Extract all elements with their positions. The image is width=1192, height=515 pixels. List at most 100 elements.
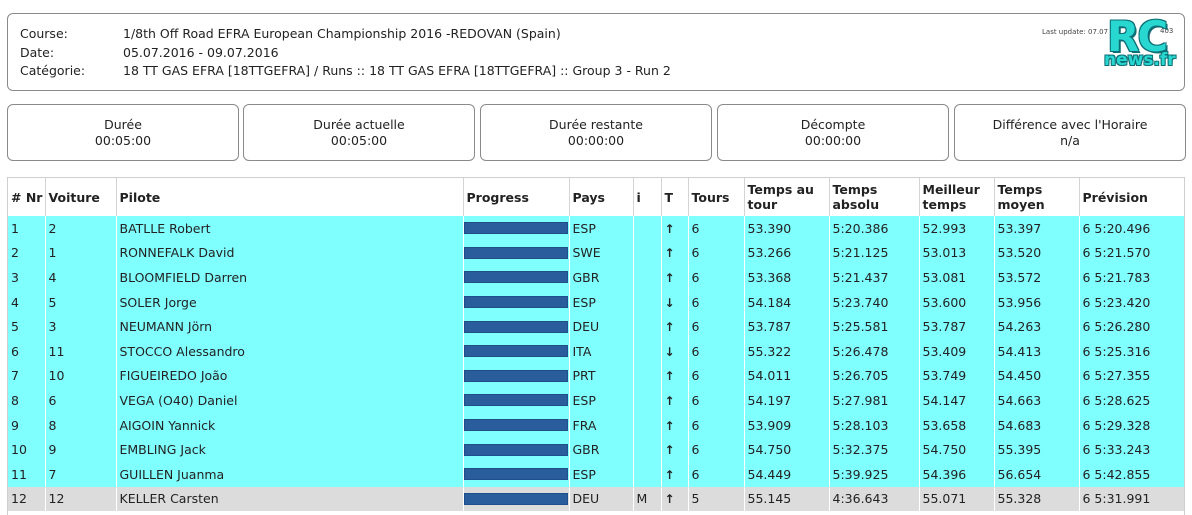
absolute-time-cell: 5:32.375 [829,437,920,462]
table-row[interactable]: 2 1 RONNEFALK David SWE ↑ 6 53.266 5:21.125 53.0… [8,240,1184,266]
column-header-absolute-time[interactable]: Temps absolu [829,178,920,216]
info-cell [633,240,662,266]
category-value: 18 TT GAS EFRA [18TTGEFRA] / Runs :: 18 … [123,63,671,78]
position-cell: 2 [8,240,46,266]
table-header-row: # Nr Voiture Pilote Progress Pays i T To… [8,178,1184,216]
table-row[interactable]: 3 4 BLOOMFIELD Darren GBR ↑ 6 53.368 5:21.437 53… [8,265,1184,290]
stat-value: 00:05:00 [330,133,388,148]
position-cell: 8 [8,388,46,413]
best-time-cell: 53.013 [919,240,995,266]
results-table: # Nr Voiture Pilote Progress Pays i T To… [8,178,1184,512]
trend-cell: ↓ [661,289,689,315]
position-cell: 11 [8,461,46,487]
driver-name-cell: GUILLEN Juanma [116,461,464,487]
car-number-cell: 7 [45,461,117,487]
lap-time-cell: 54.184 [744,289,830,315]
table-row[interactable]: 6 11 STOCCO Alessandro ITA ↓ 6 55.322 5:26.478 5… [8,338,1184,364]
average-time-cell: 54.450 [994,363,1080,389]
forecast-cell: 6 5:31.991 [1079,486,1184,512]
info-cell [633,314,662,339]
car-number-cell: 11 [45,338,117,364]
column-header-progress[interactable]: Progress [463,178,570,216]
progress-bar [463,246,568,259]
average-time-cell: 53.956 [994,289,1080,315]
absolute-time-cell: 5:27.981 [829,388,920,413]
car-number-cell: 12 [45,486,117,512]
progress-cell [463,437,570,462]
laps-cell: 6 [688,363,745,389]
progress-cell [463,461,570,487]
column-header-average-time[interactable]: Temps moyen [994,178,1080,216]
table-row[interactable]: 4 5 SOLER Jorge ESP ↓ 6 54.184 5:23.740 53.600 53… [8,289,1184,315]
progress-bar [463,271,568,284]
progress-bar [463,492,568,505]
page-counter: 403 [1160,27,1174,35]
trend-cell: ↑ [661,437,689,462]
table-row[interactable]: 12 12 KELLER Carsten DEU M ↑ 5 55.145 4:36.643 55… [8,486,1184,512]
stat-title: Différence avec l'Horaire [992,117,1148,132]
laps-cell: 6 [688,338,745,364]
stat-duration: Durée 00:05:00 [7,104,239,161]
course-row: Course: 1/8th Off Road EFRA European Cham… [20,26,561,42]
progress-cell [463,240,570,266]
country-cell: SWE [569,240,634,266]
forecast-cell: 6 5:29.328 [1079,412,1184,438]
column-header-trend[interactable]: T [661,178,689,216]
absolute-time-cell: 5:26.478 [829,338,920,364]
lap-time-cell: 55.145 [744,486,830,512]
info-cell [633,437,662,462]
column-header-lap-time[interactable]: Temps au tour [744,178,830,216]
table-row[interactable]: 8 6 VEGA (O40) Daniel ESP ↑ 6 54.197 5:27.981 54… [8,388,1184,413]
position-cell: 10 [8,437,46,462]
column-header-info[interactable]: i [633,178,662,216]
laps-cell: 5 [688,486,745,512]
date-value: 05.07.2016 - 09.07.2016 [123,45,279,60]
forecast-cell: 6 5:25.316 [1079,338,1184,364]
progress-bar [463,394,568,407]
position-cell: 12 [8,486,46,512]
table-row[interactable]: 11 7 GUILLEN Juanma ESP ↑ 6 54.449 5:39.925 54.3… [8,461,1184,487]
absolute-time-cell: 5:20.386 [829,216,920,241]
arrow-up-icon: ↑ [664,320,675,335]
best-time-cell: 54.750 [919,437,995,462]
car-number-cell: 9 [45,437,117,462]
column-header-pilote[interactable]: Pilote [116,178,464,216]
table-row[interactable]: 9 8 AIGOIN Yannick FRA ↑ 6 53.909 5:28.103 53.65… [8,412,1184,438]
country-cell: GBR [569,265,634,290]
stat-value: 00:05:00 [94,133,152,148]
trend-cell: ↑ [661,216,689,241]
column-header-pays[interactable]: Pays [569,178,634,216]
course-label: Course: [20,26,68,41]
car-number-cell: 8 [45,412,117,438]
lap-time-cell: 53.909 [744,412,830,438]
forecast-cell: 6 5:21.783 [1079,265,1184,290]
best-time-cell: 53.787 [919,314,995,339]
trend-cell: ↑ [661,486,689,512]
column-header-best-time[interactable]: Meilleur temps [919,178,995,216]
arrow-up-icon: ↑ [664,221,675,236]
table-row[interactable]: 7 10 FIGUEIREDO João PRT ↑ 6 54.011 5:26.705 53.… [8,363,1184,389]
driver-name-cell: RONNEFALK David [116,240,464,266]
trend-cell: ↑ [661,240,689,266]
average-time-cell: 55.328 [994,486,1080,512]
column-header-nr[interactable]: # Nr [8,178,46,216]
country-cell: ITA [569,338,634,364]
absolute-time-cell: 5:26.705 [829,363,920,389]
lap-time-cell: 54.750 [744,437,830,462]
trend-cell: ↑ [661,412,689,438]
driver-name-cell: BATLLE Robert [116,216,464,241]
column-header-forecast[interactable]: Prévision [1079,178,1184,216]
forecast-cell: 6 5:26.280 [1079,314,1184,339]
date-row: Date: 05.07.2016 - 09.07.2016 [20,45,279,61]
column-header-voiture[interactable]: Voiture [45,178,117,216]
best-time-cell: 54.147 [919,388,995,413]
forecast-cell: 6 5:23.420 [1079,289,1184,315]
table-row[interactable]: 1 2 BATLLE Robert ESP ↑ 6 53.390 5:20.386 52.993… [8,216,1184,241]
country-cell: DEU [569,314,634,339]
table-row[interactable]: 10 9 EMBLING Jack GBR ↑ 6 54.750 5:32.375 54.750… [8,437,1184,462]
stat-schedule-difference: Différence avec l'Horaire n/a [954,104,1186,161]
laps-cell: 6 [688,314,745,339]
table-row[interactable]: 5 3 NEUMANN Jörn DEU ↑ 6 53.787 5:25.581 53.787 5… [8,314,1184,339]
column-header-tours[interactable]: Tours [688,178,745,216]
arrow-up-icon: ↑ [664,393,675,408]
